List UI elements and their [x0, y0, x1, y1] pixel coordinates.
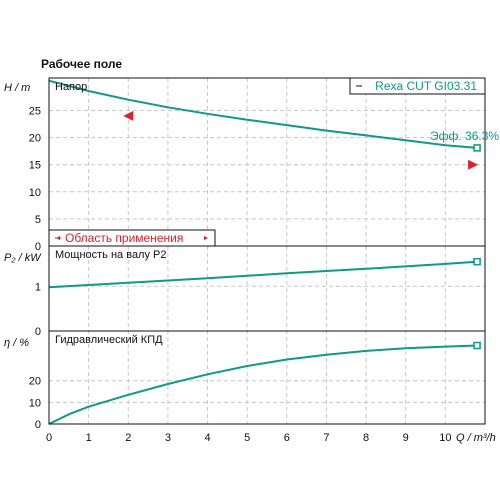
x-tick-label: 2	[125, 432, 131, 444]
y-axis-label: η / %	[4, 337, 29, 349]
grid-layer	[49, 78, 485, 424]
legend-box	[349, 77, 486, 95]
x-tick-label: 5	[244, 432, 250, 444]
x-tick-label: 8	[363, 432, 369, 444]
x-tick-label: 1	[86, 432, 92, 444]
y-tick-label: 0	[35, 419, 41, 431]
panel-label: Напор	[55, 81, 87, 93]
y-tick-label: 10	[29, 187, 41, 199]
endpoint-marker	[473, 144, 481, 152]
curves-layer	[48, 79, 481, 425]
y-tick-label: 25	[29, 106, 41, 118]
panel-label: Мощность на валу P2	[55, 249, 167, 261]
series-line	[48, 344, 478, 425]
operating-range-box	[48, 229, 216, 247]
y-tick-label: 0	[35, 326, 41, 338]
series-line	[48, 260, 478, 289]
operating-range-marker	[468, 159, 479, 170]
x-tick-label: 3	[165, 432, 171, 444]
y-tick-label: 20	[29, 376, 41, 388]
y-tick-label: 20	[29, 133, 41, 145]
operating-range-right-arrow	[204, 236, 208, 240]
operating-range-left-arrow	[56, 236, 60, 240]
y-tick-label: 10	[29, 397, 41, 409]
frame-layer	[48, 77, 486, 425]
operating-range-label: Область применения	[65, 231, 183, 245]
panel-frame	[48, 330, 486, 425]
x-tick-label: 10	[439, 432, 451, 444]
x-tick-label: 4	[204, 432, 210, 444]
y-axis-label: P₂ / kW	[4, 252, 42, 264]
panel-frame	[48, 77, 486, 247]
x-tick-label: 7	[323, 432, 329, 444]
endpoint-marker	[473, 341, 481, 350]
efficiency-label: Эфф. 36.3%	[430, 129, 499, 143]
y-tick-label: 1	[35, 281, 41, 293]
y-tick-label: 0	[35, 241, 41, 253]
endpoint-marker	[473, 257, 481, 266]
panel-label: Гидравлический КПД	[55, 334, 163, 346]
y-tick-label: 5	[35, 214, 41, 226]
x-tick-label: 9	[403, 432, 409, 444]
y-axis-label: H / m	[4, 82, 30, 94]
legend-label: Rexa CUT GI03.31	[375, 79, 477, 93]
x-axis-label: Q / m³/h	[456, 432, 496, 444]
x-tick-label: 0	[46, 432, 52, 444]
chart-title: Рабочее поле	[41, 57, 122, 71]
operating-range-marker	[123, 110, 134, 121]
x-tick-label: 6	[284, 432, 290, 444]
series-line	[48, 79, 478, 149]
y-tick-label: 15	[29, 160, 41, 172]
